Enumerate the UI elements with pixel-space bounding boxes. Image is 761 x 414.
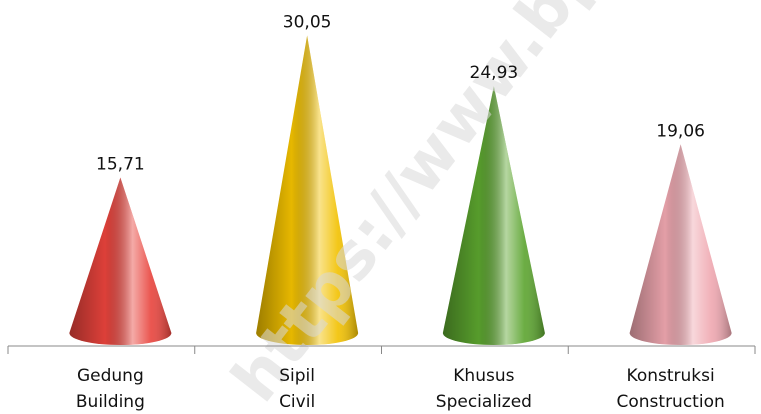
value-label: 30,05	[283, 13, 332, 33]
x-tick-label: Specialized	[436, 392, 532, 412]
cone-shading	[442, 86, 545, 346]
x-tick-label: Building	[76, 392, 145, 412]
cone-shading	[69, 177, 172, 345]
x-tick-label: Khusus	[453, 366, 514, 386]
x-tick-label: Konstruksi	[627, 366, 715, 386]
cones	[69, 35, 732, 346]
x-tick-label: Gedung	[77, 366, 144, 386]
x-tick-label: Construction	[617, 392, 725, 412]
value-label: 15,71	[96, 154, 145, 174]
x-tick-label: Sipil	[279, 366, 315, 386]
cone-shading	[629, 144, 732, 345]
cone-shading	[256, 35, 359, 345]
value-label: 19,06	[656, 121, 705, 141]
value-label: 24,93	[470, 63, 519, 83]
x-tick-label: Civil	[279, 392, 315, 412]
